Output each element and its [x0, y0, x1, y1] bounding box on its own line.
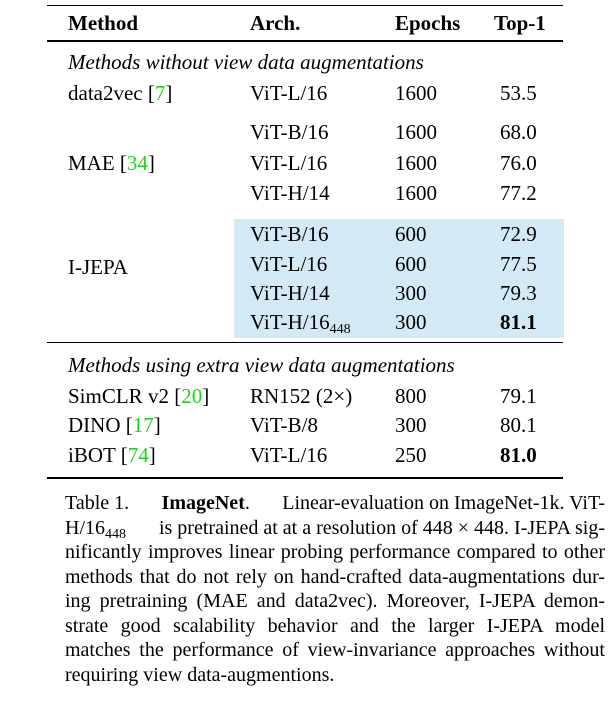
epochs-cell: 600: [395, 252, 427, 276]
top1-cell-best: 81.0: [500, 443, 537, 467]
method-label: DINO: [68, 413, 121, 437]
top1-cell: 53.5: [500, 81, 537, 105]
epochs-cell: 1600: [395, 81, 437, 105]
caption-line: Table 1. ImageNet. Linear-evaluation on …: [65, 491, 605, 515]
method-mae: MAE [34]: [68, 151, 155, 175]
caption-line-7: matches the performance of view-invarian…: [65, 639, 605, 661]
arch-cell: ViT-L/16: [250, 151, 328, 175]
top1-cell-best: 81.1: [500, 310, 537, 334]
method-label: SimCLR v2: [68, 384, 169, 408]
epochs-cell: 1600: [395, 181, 437, 205]
arch-cell: ViT-L/16: [250, 443, 328, 467]
header-epochs: Epochs: [395, 11, 461, 35]
table-section-rule: [47, 342, 563, 344]
table-bottom-rule: [47, 477, 563, 479]
method-data2vec: data2vec [7]: [68, 81, 173, 105]
epochs-cell: 800: [395, 384, 427, 408]
method-dino: DINO [17]: [68, 413, 161, 437]
arch-label: ViT-H/16: [250, 310, 330, 334]
citation-link[interactable]: 34: [126, 151, 148, 175]
epochs-cell: 300: [395, 281, 427, 305]
section-without-augmentations: Methods without view data augmentations: [68, 50, 424, 74]
epochs-cell: 600: [395, 222, 427, 246]
caption-line-3: nificantly improves linear probing perfo…: [65, 541, 605, 563]
header-arch: Arch.: [250, 11, 301, 35]
caption-line-4: methods that do not rely on hand-crafted…: [65, 565, 605, 588]
caption-line-2: is pretrained at at a resolution of 448 …: [158, 516, 605, 539]
caption-line: H/16448 is pretrained at at a resolution…: [65, 516, 605, 542]
epochs-cell: 1600: [395, 120, 437, 144]
caption-line-1: Linear-evaluation on ImageNet-1k. ViT-: [282, 492, 605, 514]
caption-model-subscript: 448: [105, 526, 126, 542]
caption-title-text: ImageNet: [161, 492, 245, 514]
arch-cell: ViT-L/16: [250, 81, 328, 105]
citation-link[interactable]: 17: [132, 413, 154, 437]
top1-cell: 80.1: [500, 413, 537, 437]
resolution-subscript: 448: [329, 322, 351, 337]
top1-cell: 79.3: [500, 281, 537, 305]
method-label: MAE: [68, 151, 115, 175]
method-ibot: iBOT [74]: [68, 443, 156, 467]
caption-model-name: H/16: [65, 516, 105, 539]
method-label: data2vec: [68, 81, 143, 105]
top1-cell: 72.9: [500, 222, 537, 246]
section-with-augmentations: Methods using extra view data augmentati…: [68, 353, 455, 377]
top1-cell: 77.2: [500, 181, 537, 205]
header-method: Method: [68, 11, 138, 35]
citation-link[interactable]: 7: [154, 81, 166, 105]
arch-cell: ViT-B/16: [250, 222, 329, 246]
arch-cell: ViT-B/16: [250, 120, 329, 144]
caption-prefix: Table 1.: [65, 492, 130, 514]
caption-line-8: requiring view data-augmentions.: [65, 663, 335, 686]
arch-cell: ViT-B/8: [250, 413, 318, 437]
ijepa-highlight: [234, 219, 564, 338]
arch-cell: RN152 (2×): [250, 384, 353, 408]
arch-cell: ViT-H/14: [250, 281, 330, 305]
epochs-cell: 1600: [395, 151, 437, 175]
table-top-rule: [47, 5, 563, 6]
epochs-cell: 300: [395, 413, 427, 437]
method-ijepa: I-JEPA: [68, 255, 128, 279]
caption-line-5: ing pretraining (MAE and data2vec). More…: [65, 590, 605, 612]
top1-cell: 79.1: [500, 384, 537, 408]
arch-cell: ViT-L/16: [250, 252, 328, 276]
table-header-rule: [47, 40, 563, 42]
method-simclr: SimCLR v2 [20]: [68, 384, 210, 408]
citation-link[interactable]: 74: [127, 443, 149, 467]
caption-model: H/16448: [65, 516, 126, 542]
epochs-cell: 250: [395, 443, 427, 467]
method-label: iBOT: [68, 443, 116, 467]
top1-cell: 77.5: [500, 252, 537, 276]
arch-cell: ViT-H/14: [250, 181, 330, 205]
header-top1: Top-1: [494, 11, 546, 35]
caption-title: ImageNet.: [161, 492, 250, 514]
epochs-cell: 300: [395, 310, 427, 334]
top1-cell: 68.0: [500, 120, 537, 144]
arch-cell: ViT-H/16448: [250, 310, 351, 337]
citation-link[interactable]: 20: [181, 384, 203, 408]
top1-cell: 76.0: [500, 151, 537, 175]
caption-line-6: strate good scalability behavior and the…: [65, 614, 605, 637]
